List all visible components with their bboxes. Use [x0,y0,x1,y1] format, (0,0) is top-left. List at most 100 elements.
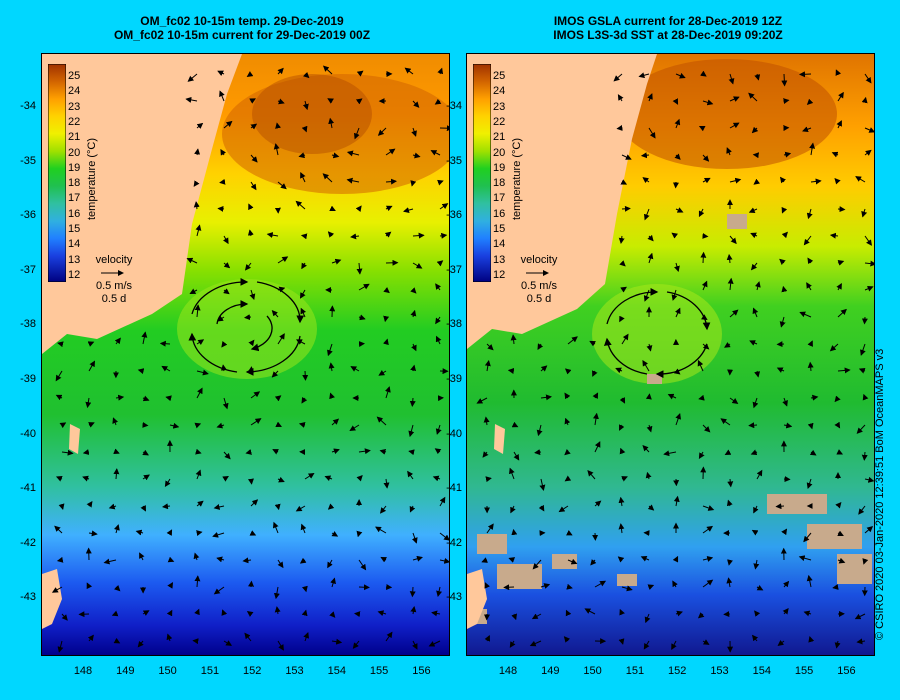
credit-text: © CSIRO 2020 03-Jan-2020 12:39:51 BoM Oc… [874,348,886,640]
colorbar-tick-label: 14 [493,238,506,251]
current-vector [646,343,653,352]
current-vector [806,98,814,105]
current-vector [783,422,793,429]
current-vector [702,177,711,184]
right-warm-core [617,59,837,169]
current-vector [511,613,517,621]
current-vector [672,98,679,105]
current-vector [806,574,813,588]
current-vector [834,395,841,403]
current-vector [862,558,869,565]
current-vector [331,258,342,265]
current-vector [271,309,279,318]
current-vector [486,343,494,351]
current-vector [300,233,308,240]
longitude-label: 149 [116,665,135,677]
current-vector [379,505,387,514]
current-vector [196,339,205,346]
colorbar-tick-label: 24 [68,85,81,98]
current-vector [558,505,569,513]
current-vector [435,283,442,291]
current-vector [385,631,393,642]
current-vector [564,368,572,375]
current-vector [564,417,571,426]
current-vector [616,124,623,131]
current-vector [376,416,387,426]
current-vector [412,555,423,562]
left-map-svg [42,54,449,655]
current-vector [108,503,117,510]
right-map-svg [467,54,874,655]
current-vector [327,343,333,357]
current-vector [56,556,64,563]
latitude-label: -34 [446,100,462,112]
longitude-label: 155 [794,665,814,677]
current-vector [277,286,286,293]
current-vector [675,307,681,318]
current-vector [250,123,258,130]
current-vector [673,368,681,375]
current-vector [352,640,360,649]
current-vector [87,341,95,347]
current-vector [356,70,364,77]
current-vector [331,638,343,645]
current-vector [781,285,788,293]
current-vector [672,555,679,563]
current-vector [430,150,441,156]
current-vector [620,179,628,185]
current-vector [671,640,677,650]
current-vector [529,640,542,647]
current-vector [142,610,150,616]
current-vector [756,584,764,591]
current-vector [486,523,494,534]
colorbar-tick-label: 20 [493,146,506,159]
current-vector [403,207,414,214]
current-vector [222,475,229,482]
current-vector [384,386,391,399]
current-vector [219,178,226,185]
current-vector [564,475,572,482]
current-vector [250,181,257,191]
current-vector [806,478,813,489]
current-vector [621,205,631,212]
current-vector [590,559,597,566]
velocity-legend-arrow [526,270,549,276]
current-vector [836,283,842,291]
current-vector [377,610,387,617]
current-vector [434,98,442,105]
current-vector [277,67,284,75]
current-vector [619,260,626,267]
current-vector [327,503,335,510]
current-vector [564,449,571,456]
current-vector [300,307,306,318]
current-vector [621,333,629,345]
colorbar-tick-label: 13 [68,253,81,266]
current-vector [349,424,360,432]
longitude-label: 156 [412,665,431,677]
current-vector [355,98,363,105]
current-vector [594,500,602,507]
current-vector [640,152,650,159]
longitude-label: 152 [668,665,687,677]
current-vector [864,526,874,534]
current-vector [728,73,735,85]
current-vector [803,235,812,246]
latitude-label: -39 [446,373,462,385]
current-vector [615,367,623,374]
current-vector [223,640,233,646]
current-vector [536,424,543,437]
current-vector [643,208,650,221]
current-vector [385,205,393,212]
current-vector [675,413,682,426]
current-vector [729,397,739,404]
current-vector [301,585,308,593]
latitude-label: -37 [20,263,36,276]
current-vector [194,304,201,318]
current-vector [727,478,734,488]
current-vector [837,91,844,102]
colorbar-tick-label: 23 [493,100,506,113]
latitude-label: -42 [446,536,462,549]
current-vector [756,469,763,480]
current-vector [379,448,387,455]
latitude-label: -36 [20,209,36,222]
